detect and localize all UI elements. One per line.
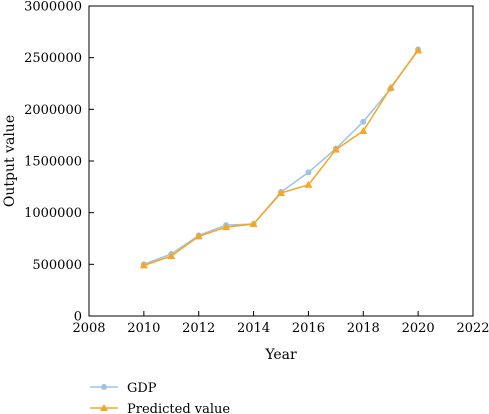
x-axis-ticks: 2008 2010 2012 2014 2016 2018 2020 2022 [72,311,489,336]
y-tick-label: 0 [74,310,82,325]
x-tick-label: 2014 [237,321,270,336]
y-tick-label: 3000000 [24,0,82,15]
data-point-predicted-value [386,83,395,91]
data-point-predicted-value [359,127,368,135]
y-tick-label: 500000 [32,258,82,273]
y-axis-ticks: 0 500000 1000000 1500000 2000000 2500000 30000… [24,0,94,325]
x-tick-label: 2018 [347,321,380,336]
x-tick-label: 2010 [127,321,160,336]
y-axis-title: Output value [2,115,18,207]
series-layer [139,46,423,269]
y-tick-label: 1000000 [24,206,82,221]
series-line-gdp [143,48,419,266]
x-tick-label: 2020 [402,321,435,336]
legend-marker-gdp [101,384,107,390]
y-tick-label: 2500000 [24,51,82,66]
data-point-predicted-value [222,223,231,231]
y-tick-label: 1500000 [24,155,82,170]
series-line-predicted-value [143,49,419,267]
series-predicted-value [139,46,423,269]
x-axis-title: Year [264,347,297,363]
data-point-gdp [360,118,367,125]
data-point-predicted-value [304,180,313,188]
x-tick-label: 2022 [456,321,489,336]
x-tick-label: 2012 [182,321,215,336]
data-point-predicted-value [194,232,203,240]
x-tick-label: 2008 [72,321,105,336]
data-point-predicted-value [139,261,148,269]
legend: GDP Predicted value [90,381,230,414]
data-point-predicted-value [277,189,285,197]
data-point-gdp [305,169,312,176]
legend-item-gdp: GDP [90,381,157,396]
legend-label-gdp: GDP [127,381,157,396]
data-point-predicted-value [167,252,176,260]
legend-item-predicted-value: Predicted value [90,402,230,414]
data-point-predicted-value [414,46,423,54]
y-tick-label: 2000000 [24,103,82,118]
legend-marker-predicted-value [100,404,108,411]
data-point-predicted-value [331,145,340,153]
series-gdp [140,46,422,268]
x-tick-label: 2016 [292,321,325,336]
legend-label-predicted-value: Predicted value [127,402,230,414]
data-point-predicted-value [249,220,258,228]
